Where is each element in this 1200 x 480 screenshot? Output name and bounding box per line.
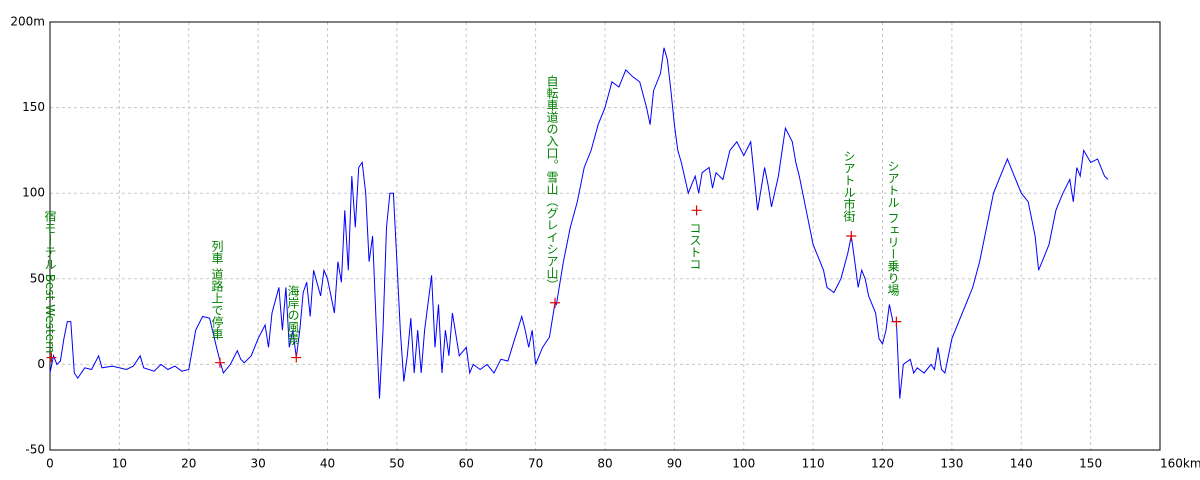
- annotation-marker: [291, 352, 302, 363]
- annotation-label: 自転車道の入口。雪山（グレイシア山）: [545, 75, 559, 291]
- annotation-marker: [846, 231, 857, 241]
- annotation-label: 海岸の風景: [286, 284, 300, 345]
- y-tick-label: 0: [37, 357, 45, 371]
- x-tick-label: 40: [320, 457, 335, 471]
- annotation-marker: [46, 352, 57, 363]
- x-tick-label: 10: [112, 457, 127, 471]
- x-tick-label: 100: [732, 457, 755, 471]
- x-tick-label: 120: [871, 457, 894, 471]
- x-tick-label: 30: [250, 457, 265, 471]
- x-tick-label: 90: [667, 457, 682, 471]
- annotation-label: コストコ: [688, 222, 702, 270]
- x-tick-label: 0: [46, 457, 54, 471]
- y-tick-label: 150: [22, 100, 45, 114]
- annotation-marker: [550, 297, 561, 308]
- annotation-label: 宿モーテル Best Western: [43, 209, 57, 354]
- y-tick-label: -50: [25, 443, 45, 457]
- plot-border: [49, 21, 1161, 451]
- elevation-line: [49, 47, 1109, 399]
- annotation-label: 列車 道路上で停車: [210, 240, 224, 341]
- x-tick-label: 160km: [1160, 457, 1200, 471]
- annotation-label: シアトル市街: [842, 150, 856, 222]
- x-tick-label: 150: [1079, 457, 1102, 471]
- y-tick-label: 50: [30, 271, 45, 285]
- x-tick-label: 130: [940, 457, 963, 471]
- x-tick-label: 140: [1010, 457, 1033, 471]
- x-tick-label: 110: [802, 457, 825, 471]
- annotation-marker: [214, 357, 225, 368]
- x-tick-label: 70: [528, 457, 543, 471]
- x-tick-label: 50: [389, 457, 404, 471]
- x-tick-label: 20: [181, 457, 196, 471]
- x-tick-label: 80: [597, 457, 612, 471]
- y-tick-label: 100: [22, 186, 45, 200]
- annotation-marker: [891, 316, 902, 327]
- x-tick-label: 60: [459, 457, 474, 471]
- annotation-label: シアトル フェリー乗り場: [886, 160, 900, 296]
- annotation-marker: [691, 205, 702, 216]
- y-tick-label: 200m: [10, 15, 45, 29]
